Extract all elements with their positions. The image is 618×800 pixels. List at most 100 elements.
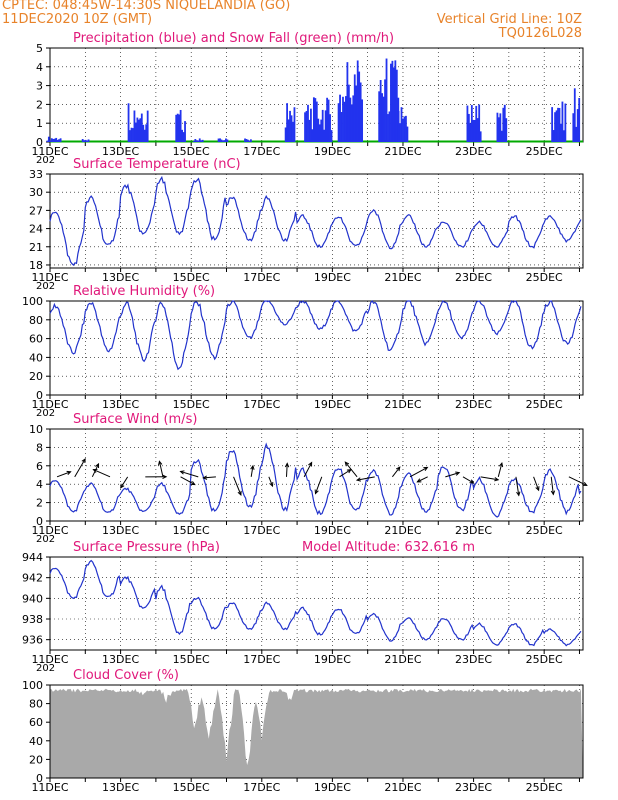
precip-bar: [317, 118, 320, 142]
precip-bar: [406, 126, 409, 142]
wind-arrow: [391, 466, 401, 478]
precip-bar: [46, 140, 49, 142]
rh-ytick-label: 40: [29, 351, 43, 364]
precip-bar: [397, 110, 400, 142]
wind-frame: [49, 428, 584, 522]
precip-bar: [142, 124, 145, 142]
precip-bar: [315, 101, 318, 142]
precip-bar: [329, 114, 331, 142]
precip-bar: [352, 95, 355, 142]
wind-arrowhead: [120, 483, 125, 489]
precip-bar: [310, 108, 312, 142]
wind-arrowhead: [162, 474, 168, 479]
precip-bar: [50, 138, 53, 142]
rh-ytick-label: 0: [36, 389, 43, 402]
precip-bar: [379, 80, 382, 142]
cloud-xtick-label: 19DEC: [314, 781, 351, 794]
wind-arrowhead: [494, 477, 500, 482]
wind-ytick-label: 2: [36, 497, 43, 510]
precip-bar: [184, 121, 186, 142]
rh-frame: [49, 300, 584, 396]
rh-xtick-label: 11DEC: [31, 398, 68, 411]
temp-xtick-label: 17DEC: [243, 271, 280, 284]
precip-bar: [395, 69, 398, 142]
precip-bar: [59, 138, 62, 142]
precip-bar: [307, 104, 309, 142]
rh-year-label: 202: [36, 408, 55, 419]
precip-bar: [314, 98, 317, 142]
precip-bar: [399, 123, 401, 142]
precip-xtick-label: 19DEC: [314, 145, 351, 158]
precip-bar: [135, 122, 137, 142]
pres-xtick-label: 21DEC: [384, 653, 421, 666]
rh-xtick-label: 23DEC: [455, 398, 492, 411]
temp-xtick-label: 25DEC: [526, 271, 563, 284]
wind-arrowhead: [469, 479, 475, 484]
precip-bar: [561, 101, 564, 142]
cloud-xtick-label: 13DEC: [102, 781, 139, 794]
wind-arrow: [344, 461, 358, 478]
precip-bar: [400, 107, 403, 142]
wind-arrowhead: [308, 461, 313, 467]
cloud-area: [50, 688, 583, 778]
wind-arrow: [180, 470, 199, 478]
precip-bar: [127, 103, 130, 142]
wind-xtick-label: 21DEC: [384, 524, 421, 537]
wind-arrowhead: [516, 491, 521, 497]
precip-bar: [554, 112, 556, 142]
precip-bar: [81, 139, 84, 142]
precip-bar: [244, 138, 246, 142]
wind-arrow: [93, 469, 111, 478]
cloud-ytick-label: 40: [29, 735, 43, 748]
precip-bar: [551, 107, 554, 142]
precip-bar: [555, 110, 558, 142]
wind-arrowhead: [95, 462, 100, 468]
precip-bar: [245, 139, 248, 142]
precip-bar: [146, 110, 149, 142]
precip-bar: [473, 120, 476, 142]
precip-xtick-label: 17DEC: [243, 145, 280, 158]
wind-arrowhead: [66, 470, 72, 476]
wind-arrow: [158, 461, 164, 477]
precip-bar: [179, 109, 182, 142]
precip-bar: [353, 74, 356, 142]
wind-arrow: [180, 476, 196, 486]
temp-xtick-label: 11DEC: [31, 271, 68, 284]
wind-arrowhead: [250, 464, 255, 470]
wind-arrowhead: [416, 478, 422, 483]
precip-bar: [83, 140, 86, 142]
pres-ytick-label: 942: [22, 572, 43, 585]
precip-bar: [220, 139, 223, 142]
rh-xtick-label: 17DEC: [243, 398, 280, 411]
precip-bar: [358, 71, 361, 142]
wind-arrowhead: [179, 470, 185, 475]
precip-bar: [129, 130, 131, 142]
precip-ytick-label: 5: [36, 42, 43, 55]
precip-bar: [403, 116, 406, 142]
precip-bar: [575, 126, 578, 142]
wind-arrow: [445, 472, 460, 478]
precip-bar: [293, 107, 296, 142]
wind-arrowhead: [237, 490, 242, 496]
wind-arrow: [409, 467, 428, 478]
precip-bar: [478, 104, 481, 142]
precip-bar: [479, 131, 482, 142]
wind-arrow: [515, 476, 520, 496]
precip-xtick-label: 23DEC: [455, 145, 492, 158]
precip-bar: [342, 96, 344, 142]
precip-bar: [557, 107, 559, 142]
pres-xtick-label: 23DEC: [455, 653, 492, 666]
precip-bar: [560, 123, 562, 142]
wind-arrowhead: [344, 461, 350, 467]
precip-bar: [201, 139, 204, 142]
wind-year-label: 202: [36, 534, 55, 545]
precip-bar: [195, 140, 198, 142]
wind-arrowhead: [498, 461, 504, 468]
rh-xtick-label: 13DEC: [102, 398, 139, 411]
wind-ytick-label: 0: [36, 515, 43, 528]
precip-bar: [384, 79, 386, 142]
precip-bar: [49, 140, 52, 142]
wind-arrowhead: [269, 482, 274, 488]
pres-ytick-label: 940: [22, 592, 43, 605]
